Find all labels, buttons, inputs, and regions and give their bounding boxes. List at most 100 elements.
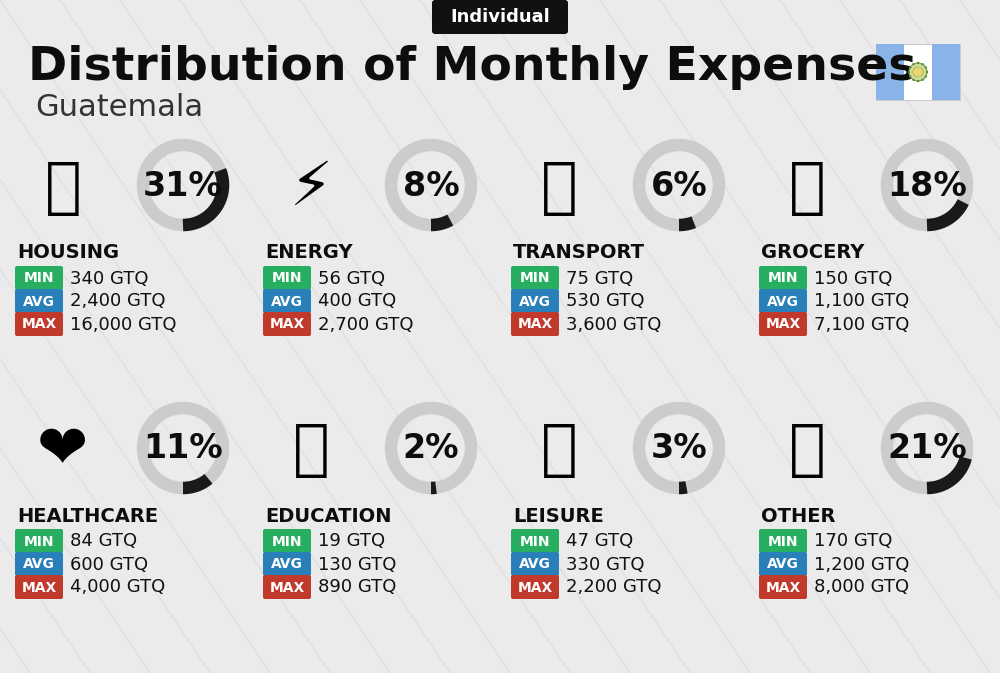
Circle shape [925, 75, 927, 77]
Text: 18%: 18% [887, 170, 967, 203]
Text: MIN: MIN [520, 271, 550, 285]
Text: 7,100 GTQ: 7,100 GTQ [814, 316, 909, 334]
Text: 530 GTQ: 530 GTQ [566, 293, 644, 310]
Circle shape [912, 63, 915, 65]
FancyBboxPatch shape [759, 289, 807, 313]
Text: MAX: MAX [269, 581, 305, 594]
Circle shape [909, 67, 911, 69]
Text: MAX: MAX [269, 318, 305, 332]
Text: EDUCATION: EDUCATION [265, 507, 392, 526]
FancyBboxPatch shape [511, 266, 559, 290]
FancyBboxPatch shape [511, 289, 559, 313]
Text: 19 GTQ: 19 GTQ [318, 532, 385, 551]
Circle shape [917, 80, 919, 82]
Text: LEISURE: LEISURE [513, 507, 604, 526]
Text: 170 GTQ: 170 GTQ [814, 532, 892, 551]
Text: ❤️: ❤️ [37, 421, 89, 481]
Text: 2,400 GTQ: 2,400 GTQ [70, 293, 166, 310]
Text: 56 GTQ: 56 GTQ [318, 269, 385, 287]
Text: MIN: MIN [24, 534, 54, 548]
Text: MIN: MIN [272, 534, 302, 548]
FancyBboxPatch shape [15, 289, 63, 313]
Text: Distribution of Monthly Expenses: Distribution of Monthly Expenses [28, 44, 916, 90]
FancyBboxPatch shape [759, 529, 807, 553]
Text: 600 GTQ: 600 GTQ [70, 555, 148, 573]
FancyBboxPatch shape [511, 529, 559, 553]
Text: 3,600 GTQ: 3,600 GTQ [566, 316, 661, 334]
Text: MAX: MAX [21, 581, 57, 594]
Text: 6%: 6% [651, 170, 707, 203]
Text: 340 GTQ: 340 GTQ [70, 269, 148, 287]
Text: MAX: MAX [765, 318, 801, 332]
Text: 1,200 GTQ: 1,200 GTQ [814, 555, 909, 573]
FancyBboxPatch shape [263, 552, 311, 576]
Circle shape [921, 63, 924, 65]
Text: TRANSPORT: TRANSPORT [513, 244, 645, 262]
Circle shape [908, 71, 910, 73]
Text: 84 GTQ: 84 GTQ [70, 532, 137, 551]
Text: 16,000 GTQ: 16,000 GTQ [70, 316, 176, 334]
FancyBboxPatch shape [15, 266, 63, 290]
Circle shape [913, 67, 923, 77]
Text: 2%: 2% [403, 433, 459, 466]
Text: 🚌: 🚌 [541, 159, 577, 217]
FancyBboxPatch shape [263, 289, 311, 313]
Text: 150 GTQ: 150 GTQ [814, 269, 892, 287]
Text: 21%: 21% [887, 433, 967, 466]
Text: GROCERY: GROCERY [761, 244, 864, 262]
Text: ENERGY: ENERGY [265, 244, 353, 262]
Text: 11%: 11% [143, 433, 223, 466]
Text: 8,000 GTQ: 8,000 GTQ [814, 579, 909, 596]
Text: MAX: MAX [765, 581, 801, 594]
Text: 2,700 GTQ: 2,700 GTQ [318, 316, 414, 334]
Circle shape [926, 71, 928, 73]
FancyBboxPatch shape [263, 529, 311, 553]
Text: AVG: AVG [23, 557, 55, 571]
Text: AVG: AVG [271, 557, 303, 571]
Text: Individual: Individual [450, 9, 550, 26]
FancyBboxPatch shape [759, 575, 807, 599]
Text: 🏢: 🏢 [45, 159, 81, 217]
Circle shape [912, 79, 915, 81]
Text: 4,000 GTQ: 4,000 GTQ [70, 579, 165, 596]
FancyBboxPatch shape [15, 575, 63, 599]
Text: MAX: MAX [517, 581, 553, 594]
Text: 31%: 31% [143, 170, 223, 203]
Text: HOUSING: HOUSING [17, 244, 119, 262]
Text: 130 GTQ: 130 GTQ [318, 555, 396, 573]
Text: 1,100 GTQ: 1,100 GTQ [814, 293, 909, 310]
FancyBboxPatch shape [263, 312, 311, 336]
Text: MAX: MAX [517, 318, 553, 332]
Text: 890 GTQ: 890 GTQ [318, 579, 396, 596]
Circle shape [909, 63, 927, 81]
Text: 75 GTQ: 75 GTQ [566, 269, 633, 287]
FancyBboxPatch shape [511, 575, 559, 599]
FancyBboxPatch shape [15, 552, 63, 576]
Bar [932, 44, 960, 100]
Text: 3%: 3% [651, 433, 707, 466]
FancyBboxPatch shape [511, 312, 559, 336]
FancyBboxPatch shape [15, 529, 63, 553]
Text: MIN: MIN [520, 534, 550, 548]
Text: 🛍️: 🛍️ [541, 421, 577, 481]
Text: AVG: AVG [519, 295, 551, 308]
Text: 💰: 💰 [789, 421, 825, 481]
FancyBboxPatch shape [759, 266, 807, 290]
Bar [876, 44, 960, 100]
Text: AVG: AVG [271, 295, 303, 308]
Text: Guatemala: Guatemala [35, 94, 203, 122]
Text: MIN: MIN [272, 271, 302, 285]
Text: AVG: AVG [767, 295, 799, 308]
Text: 400 GTQ: 400 GTQ [318, 293, 396, 310]
Text: MIN: MIN [768, 271, 798, 285]
FancyBboxPatch shape [432, 0, 568, 34]
Circle shape [909, 75, 911, 77]
Text: MAX: MAX [21, 318, 57, 332]
FancyBboxPatch shape [759, 312, 807, 336]
Text: HEALTHCARE: HEALTHCARE [17, 507, 158, 526]
Circle shape [925, 67, 927, 69]
FancyBboxPatch shape [263, 575, 311, 599]
Text: MIN: MIN [768, 534, 798, 548]
Text: AVG: AVG [23, 295, 55, 308]
FancyBboxPatch shape [511, 552, 559, 576]
